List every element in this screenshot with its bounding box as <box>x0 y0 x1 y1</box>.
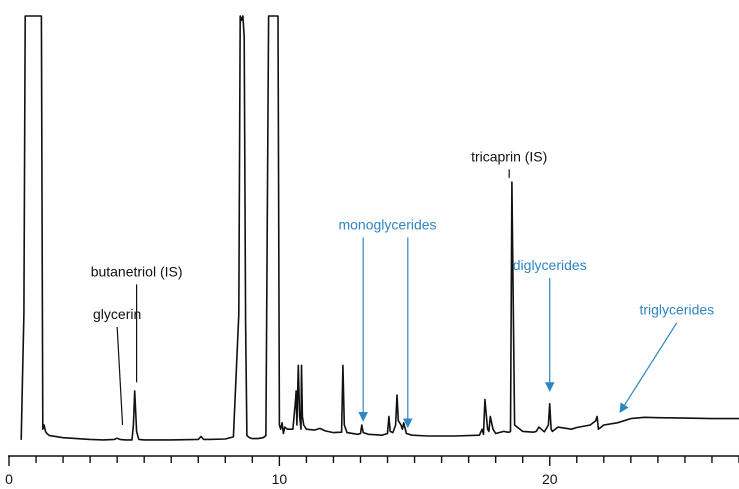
trace-layer <box>20 15 739 441</box>
x-axis-ticks: 0 10 20 <box>5 456 739 487</box>
x-tick-label: 20 <box>542 471 558 487</box>
annotation-label: triglycerides <box>639 302 714 318</box>
annotation-label: glycerin <box>93 306 141 322</box>
annotation-label: butanetriol (IS) <box>91 263 183 279</box>
annotation-arrow <box>619 322 678 413</box>
annotation-label: tricaprin (IS) <box>471 148 547 164</box>
x-tick-label: 10 <box>272 471 288 487</box>
x-tick-label: 0 <box>5 471 13 487</box>
annotation-layer: glycerin butanetriol (IS) tricaprin (IS) mo… <box>91 148 714 429</box>
annotation-label: monoglycerides <box>338 217 436 233</box>
annotation-label: diglycerides <box>513 257 587 273</box>
chromatogram-trace <box>20 15 739 441</box>
annotation-leader-line <box>116 326 124 425</box>
